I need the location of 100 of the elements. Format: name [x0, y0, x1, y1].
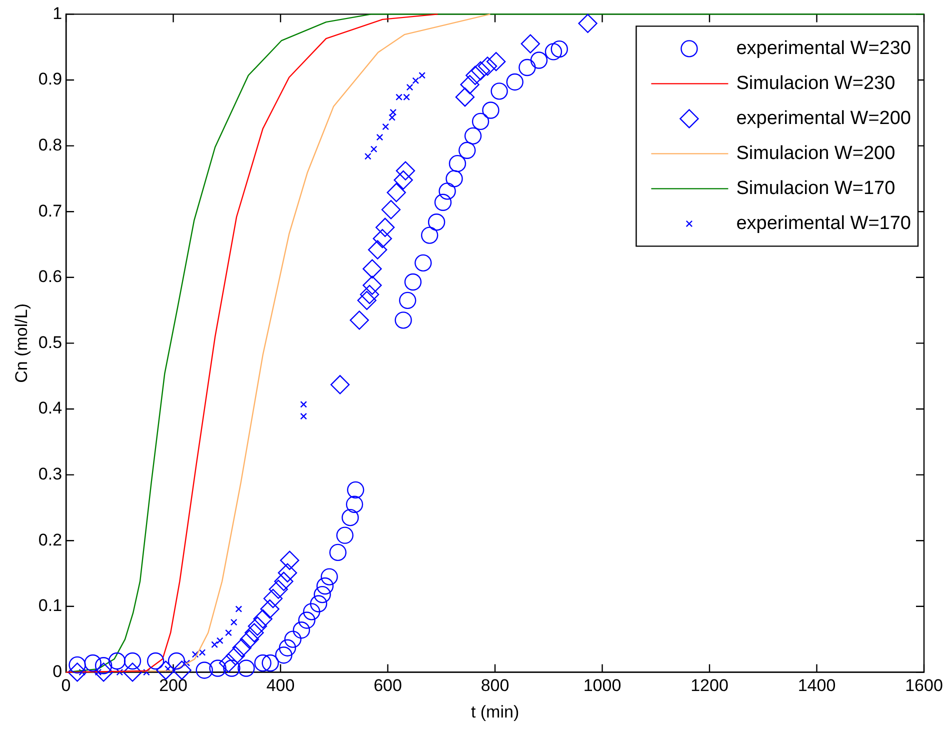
point — [428, 214, 446, 231]
point — [455, 88, 475, 107]
x-tick-label: 800 — [480, 676, 510, 696]
point — [386, 182, 406, 202]
legend-label: Simulacion W=230 — [736, 72, 896, 94]
point — [94, 657, 112, 674]
y-tick-label: 1 — [52, 4, 62, 23]
point — [316, 577, 334, 595]
point — [244, 623, 264, 642]
point — [448, 154, 466, 172]
point — [478, 56, 498, 76]
point — [314, 586, 331, 604]
y-tick-label: 0.3 — [38, 464, 62, 484]
point — [482, 102, 500, 119]
point — [381, 200, 401, 220]
point — [278, 639, 296, 656]
point — [404, 273, 422, 291]
point — [216, 637, 224, 644]
point — [268, 580, 288, 599]
point — [472, 112, 490, 130]
point — [336, 526, 354, 544]
point — [396, 94, 402, 101]
point — [414, 254, 432, 272]
point — [275, 646, 292, 664]
point — [240, 630, 260, 649]
point — [116, 668, 124, 676]
legend-label: experimental W=230 — [736, 38, 912, 59]
legend-label: Simulacion W=200 — [736, 142, 896, 164]
point — [235, 606, 242, 612]
point — [458, 142, 476, 160]
point — [262, 654, 279, 672]
point — [346, 496, 364, 514]
point — [382, 123, 390, 130]
point — [292, 621, 310, 639]
point — [284, 630, 302, 648]
point — [223, 660, 240, 677]
point — [412, 77, 420, 84]
point — [368, 240, 388, 260]
point — [357, 290, 376, 310]
point — [520, 34, 540, 54]
point — [94, 662, 114, 682]
point — [376, 134, 384, 141]
y-tick-label: 0.4 — [38, 398, 62, 418]
point — [346, 481, 364, 499]
point — [364, 152, 372, 160]
point — [550, 40, 568, 58]
point — [230, 618, 238, 626]
y-tick-label: 0.2 — [38, 530, 62, 550]
y-axis-title: Cn (mol/L) — [12, 304, 31, 383]
point — [172, 660, 192, 680]
point — [298, 612, 316, 629]
point — [486, 52, 506, 72]
point — [183, 660, 190, 666]
x-tick-label: 600 — [374, 676, 402, 696]
point — [399, 292, 416, 310]
point — [490, 82, 508, 100]
point — [375, 218, 395, 237]
point — [124, 652, 142, 670]
y-tick-label: 0.6 — [38, 267, 62, 286]
point — [544, 43, 562, 60]
point — [438, 182, 456, 200]
point — [84, 654, 102, 672]
point — [394, 170, 413, 190]
point — [274, 572, 294, 591]
y-tick-label: 0.7 — [38, 201, 62, 220]
point — [78, 668, 86, 676]
point — [232, 638, 252, 658]
point — [280, 550, 300, 570]
point — [211, 641, 218, 648]
point — [342, 508, 359, 526]
y-tick-label: 0.9 — [38, 70, 62, 89]
point — [330, 375, 350, 394]
point — [225, 629, 232, 636]
point — [300, 412, 308, 420]
point — [303, 603, 320, 620]
point — [464, 127, 482, 145]
point — [196, 662, 213, 679]
point — [253, 609, 272, 628]
point — [362, 276, 382, 295]
point — [329, 544, 346, 562]
point — [310, 595, 328, 612]
x-tick-label: 1000 — [583, 676, 622, 696]
point — [108, 652, 126, 670]
point — [209, 660, 226, 677]
point — [238, 660, 255, 677]
point — [530, 52, 548, 69]
point — [198, 649, 206, 656]
point — [350, 310, 369, 330]
point — [248, 616, 268, 636]
point — [406, 84, 414, 91]
point — [370, 146, 378, 153]
x-tick-label: 1200 — [690, 676, 728, 696]
point — [122, 662, 142, 682]
point — [300, 400, 308, 408]
x-axis-title: t (min) — [470, 702, 520, 722]
point — [143, 668, 150, 676]
point — [418, 72, 426, 79]
x-tick-label: 200 — [159, 676, 188, 696]
point — [362, 259, 382, 278]
point — [254, 654, 272, 672]
